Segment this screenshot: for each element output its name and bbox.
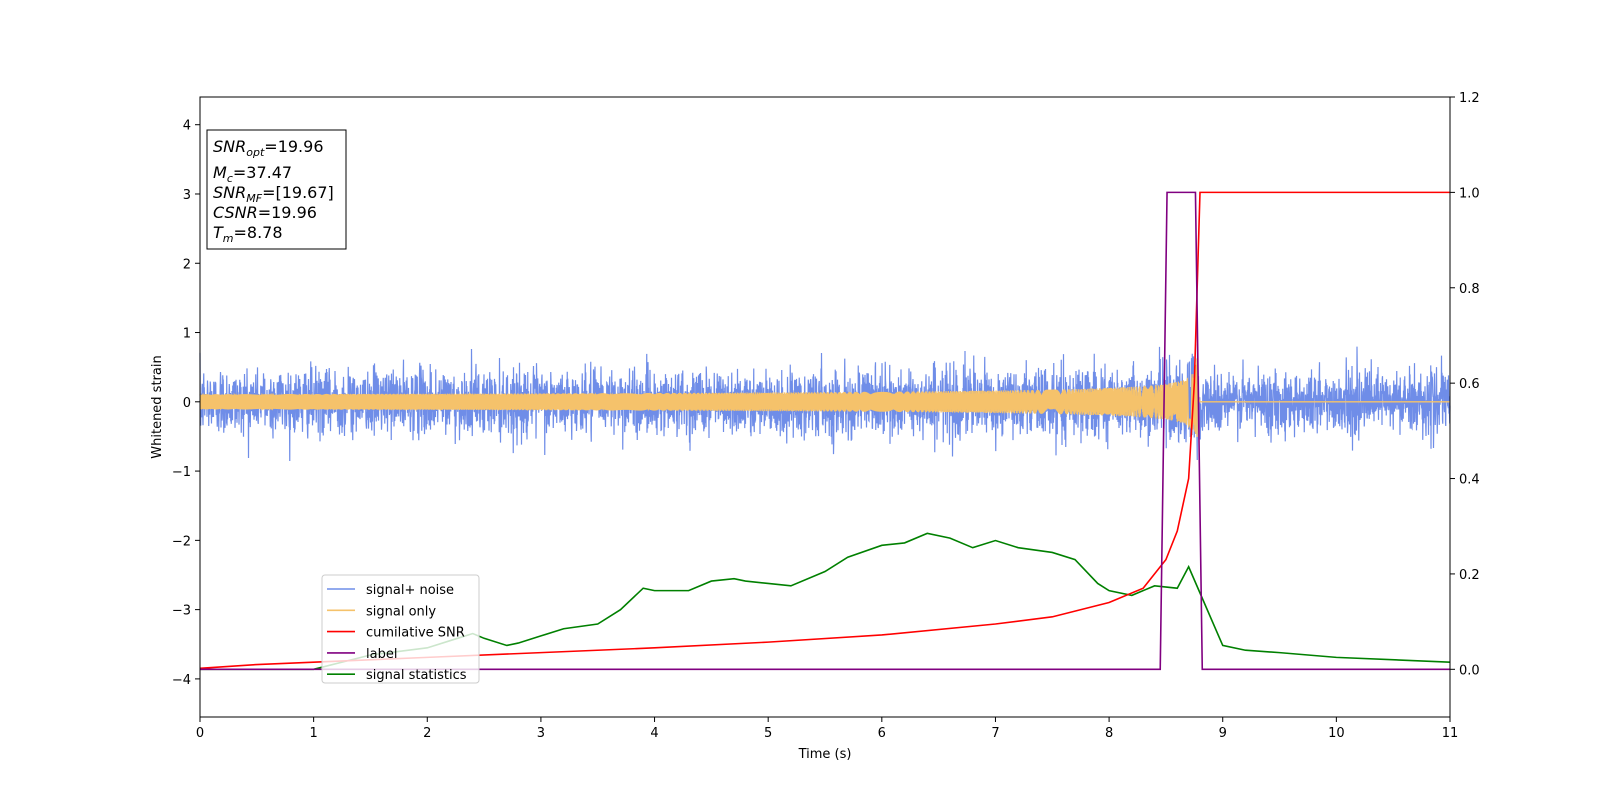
x-tick-label: 5 [764, 726, 772, 741]
y-left-tick-label: −4 [172, 673, 191, 688]
y-left-tick-label: 2 [183, 257, 191, 272]
y-right-tick-label: 1.2 [1459, 91, 1480, 106]
y-left-tick-label: −1 [172, 465, 191, 480]
annotation-frame [206, 129, 347, 250]
x-tick-label: 9 [1219, 726, 1227, 741]
x-tick-label: 4 [650, 726, 658, 741]
y-axis-left: 4 3 2 1 0 −1 −2 −3 −4 [172, 119, 200, 688]
x-tick-label: 2 [423, 726, 431, 741]
legend: signal+ noise signal only cumilative SNR la… [321, 574, 480, 684]
y-left-tick-label: 1 [183, 327, 191, 342]
x-tick-label: 7 [991, 726, 999, 741]
annotation-snr-opt: SNRopt=19.96 [213, 137, 324, 159]
x-tick-label: 11 [1442, 726, 1459, 741]
plot-frame [199, 96, 1451, 718]
legend-label: signal only [366, 604, 436, 619]
y-axis-label: Whitened strain [150, 355, 165, 458]
x-tick-label: 3 [537, 726, 545, 741]
y-left-tick-label: 3 [183, 188, 191, 203]
y-right-tick-label: 0.2 [1459, 568, 1480, 583]
legend-label: cumilative SNR [366, 626, 465, 641]
series-signal-statistics-line [200, 532, 1451, 671]
y-left-tick-label: −3 [172, 604, 191, 619]
x-axis: 0 1 2 3 4 5 6 7 8 9 10 11 [196, 717, 1458, 741]
legend-label: signal statistics [366, 668, 467, 683]
y-left-tick-label: 4 [183, 119, 191, 134]
legend-frame [321, 574, 480, 684]
y-left-tick-label: 0 [183, 396, 191, 411]
y-right-tick-label: 1.0 [1459, 186, 1480, 201]
legend-label: label [366, 647, 397, 662]
annotation-snr-mf: SNRMF=[19.67] [213, 183, 334, 205]
y-right-tick-label: 0.0 [1459, 663, 1480, 678]
x-tick-label: 10 [1328, 726, 1345, 741]
x-tick-label: 1 [309, 726, 317, 741]
annotation-tm: Tm=8.78 [213, 223, 283, 245]
annotation-csnr: CSNR=19.96 [213, 203, 317, 222]
x-axis-label: Time (s) [798, 747, 852, 762]
y-axis-right: 1.2 1.0 0.8 0.6 0.4 0.2 0.0 [1450, 91, 1480, 678]
y-right-tick-label: 0.8 [1459, 282, 1480, 297]
x-tick-label: 6 [878, 726, 886, 741]
x-tick-label: 0 [196, 726, 204, 741]
annotation-mc: Mc=37.47 [213, 163, 292, 185]
stats-annotation-box: SNRopt=19.96 Mc=37.47 SNRMF=[19.67] CSNR… [206, 129, 347, 250]
series-signal-only-line [199, 358, 1450, 437]
series-label-line [200, 191, 1450, 671]
y-right-tick-label: 0.6 [1459, 377, 1480, 392]
y-right-tick-label: 0.4 [1459, 473, 1480, 488]
y-left-tick-label: −2 [172, 534, 191, 549]
x-tick-label: 8 [1105, 726, 1113, 741]
legend-label: signal+ noise [366, 583, 454, 598]
